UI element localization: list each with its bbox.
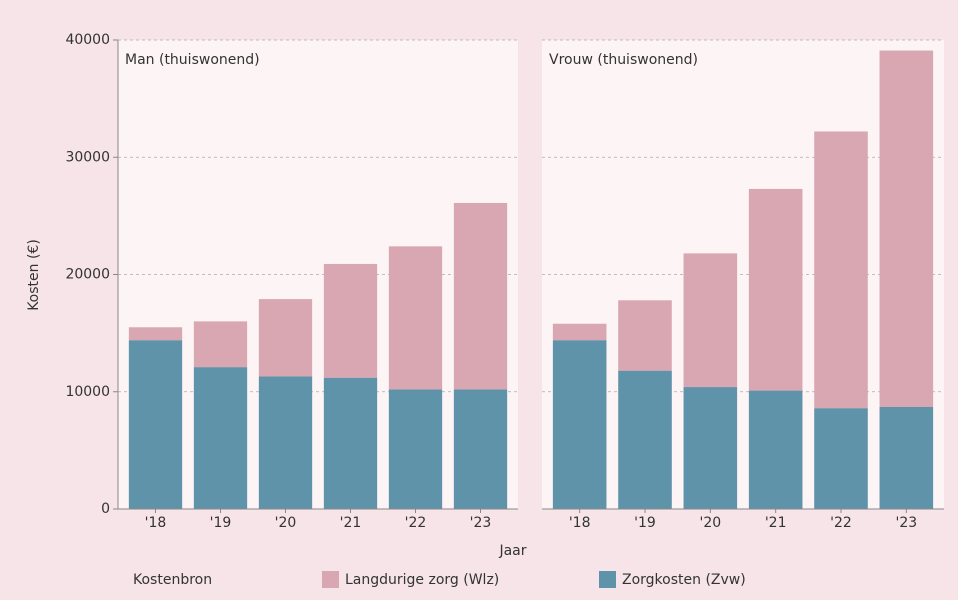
y-tick-label: 20000 — [65, 267, 110, 283]
bar — [453, 202, 508, 390]
x-tick-label: '23 — [895, 515, 917, 531]
bar — [879, 50, 934, 407]
bar — [618, 300, 672, 371]
bar — [683, 387, 738, 509]
x-axis-label: Jaar — [498, 543, 526, 559]
legend-swatch — [322, 571, 339, 588]
bar — [552, 340, 607, 509]
x-tick-label: '19 — [634, 515, 656, 531]
x-tick-label: '20 — [275, 515, 297, 531]
legend-label: Langdurige zorg (Wlz) — [345, 572, 499, 588]
bar — [258, 299, 313, 377]
bar — [814, 408, 868, 509]
x-tick-label: '22 — [405, 515, 427, 531]
x-tick-label: '19 — [210, 515, 232, 531]
x-tick-label: '21 — [340, 515, 362, 531]
y-tick-label: 30000 — [65, 149, 110, 165]
bar — [683, 253, 738, 388]
bar — [748, 188, 803, 391]
bar — [879, 406, 934, 509]
bar — [388, 246, 443, 390]
panel-title: Vrouw (thuiswonend) — [549, 52, 698, 68]
legend-title: Kostenbron — [133, 572, 212, 588]
bar — [193, 321, 248, 368]
bar — [814, 131, 868, 409]
bar — [618, 370, 672, 509]
y-tick-label: 0 — [101, 501, 110, 517]
y-tick-label: 40000 — [65, 32, 110, 48]
bar — [323, 263, 378, 378]
bar — [193, 367, 248, 509]
x-tick-label: '22 — [830, 515, 852, 531]
bar — [552, 323, 607, 341]
y-axis-label: Kosten (€) — [26, 239, 42, 311]
bar — [323, 377, 378, 509]
bar — [258, 376, 313, 509]
y-tick-label: 10000 — [65, 384, 110, 400]
x-tick-label: '21 — [765, 515, 787, 531]
panel-title: Man (thuiswonend) — [125, 52, 260, 68]
x-tick-label: '23 — [470, 515, 492, 531]
legend-swatch — [599, 571, 616, 588]
bar — [128, 340, 183, 509]
legend-label: Zorgkosten (Zvw) — [622, 572, 746, 588]
bar — [453, 389, 508, 509]
bar — [388, 389, 443, 509]
x-tick-label: '20 — [699, 515, 721, 531]
bar — [128, 327, 183, 341]
x-tick-label: '18 — [569, 515, 591, 531]
x-tick-label: '18 — [145, 515, 167, 531]
bar — [748, 390, 803, 509]
